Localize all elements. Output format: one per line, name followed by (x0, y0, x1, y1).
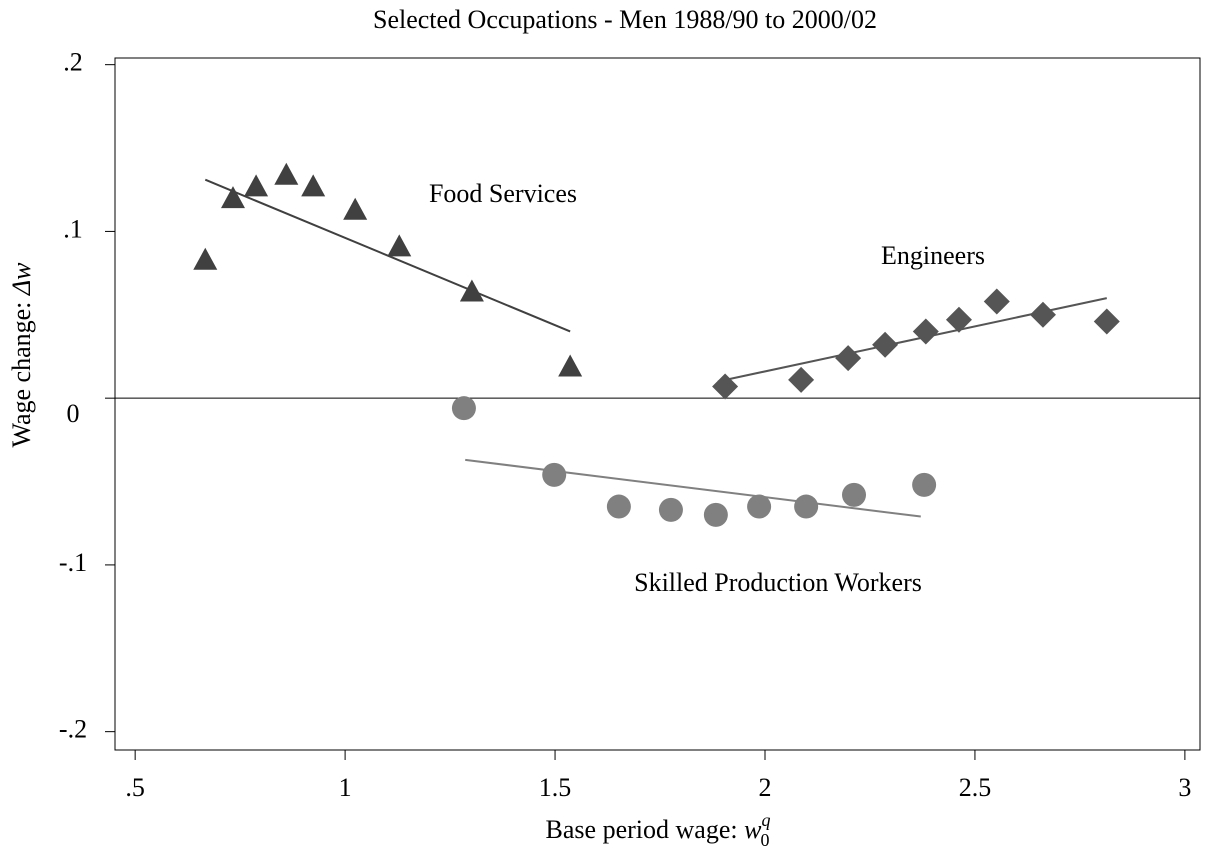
x-label-sup: q (761, 810, 770, 830)
point (220, 186, 245, 209)
point (842, 482, 867, 507)
series-label: Food Services (429, 179, 577, 208)
y-tick-label: 0 (67, 399, 80, 428)
y-axis-label: Wage change: Δw (7, 262, 36, 448)
y-tick-label: -.1 (59, 548, 87, 577)
x-tick-label: .5 (125, 773, 145, 802)
point (193, 247, 218, 270)
x-tick-label: 1.5 (539, 773, 572, 802)
point (703, 502, 728, 527)
chart-title: Selected Occupations - Men 1988/90 to 20… (373, 5, 877, 34)
point (912, 318, 939, 345)
x-tick-label: 2 (758, 773, 771, 802)
y-label-text: Wage change: (7, 295, 36, 447)
point (788, 366, 815, 393)
x-label-sub: 0 (760, 830, 769, 850)
series-label: Engineers (881, 241, 985, 270)
x-label-var: w (744, 815, 762, 844)
point (1093, 308, 1120, 335)
x-tick-label: 3 (1178, 773, 1191, 802)
point (301, 174, 326, 197)
point (747, 494, 772, 519)
point (542, 462, 567, 487)
x-label-text: Base period wage: (546, 815, 745, 844)
point (606, 494, 631, 519)
point (912, 472, 937, 497)
point (794, 494, 819, 519)
x-axis-label: Base period wage: wq 0 (546, 810, 771, 850)
point (945, 306, 972, 333)
point (1029, 301, 1056, 328)
point (387, 234, 412, 257)
y-tick-label: -.2 (59, 715, 87, 744)
y-tick-label: .1 (63, 214, 83, 243)
point (343, 197, 368, 220)
point (983, 288, 1010, 315)
point (712, 373, 739, 400)
x-tick-label: 2.5 (959, 773, 992, 802)
point (658, 497, 683, 522)
point (274, 162, 299, 185)
y-label-var: Δw (7, 262, 36, 296)
point (835, 345, 862, 372)
point (244, 174, 269, 197)
point (872, 331, 899, 358)
series-label: Skilled Production Workers (634, 568, 922, 597)
y-tick-label: .2 (63, 48, 83, 77)
fit-line (465, 458, 921, 518)
point (459, 279, 484, 302)
point (558, 354, 583, 377)
x-tick-label: 1 (339, 773, 352, 802)
plot-frame (114, 57, 1201, 751)
point (451, 396, 476, 421)
